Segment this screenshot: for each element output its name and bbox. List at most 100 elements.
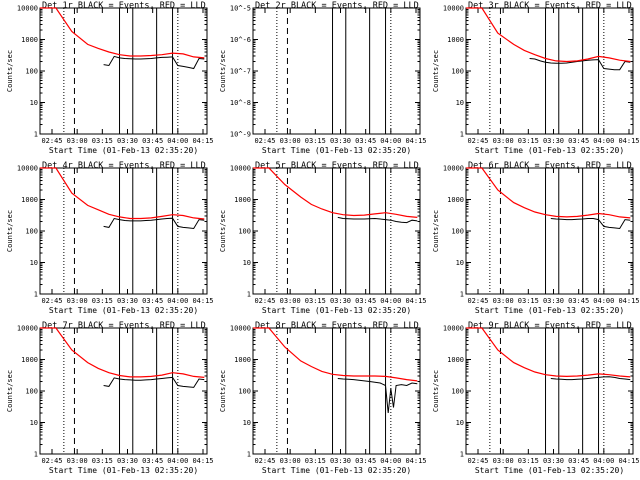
x-tick-label: 03:45 [355,297,376,305]
y-tick-label: 10 [243,419,251,427]
y-tick-label: 10000 [230,165,251,173]
x-tick-label: 02:45 [41,137,62,145]
x-tick-label: 04:15 [405,297,426,305]
y-tick-label: 100 [25,228,38,236]
lld-rate-line [253,167,418,218]
y-tick-label: 1 [460,291,464,299]
x-tick-label: 04:00 [167,137,188,145]
lld-rate-line [253,327,418,382]
x-axis-label: Start Time (01-Feb-13 02:35:20) [475,466,624,475]
detector-panel-7: 1 10 100 1000 10000 02:45 03:00 03:15 03:30 03:45… [6,321,214,475]
y-tick-label: 10 [243,259,251,267]
x-tick-label: 02:45 [467,457,488,465]
x-tick-label: 04:00 [593,457,614,465]
x-tick-label: 03:00 [280,457,301,465]
y-axis-label: Counts/sec [432,210,440,252]
x-tick-label: 03:30 [330,297,351,305]
x-tick-label: 04:00 [593,137,614,145]
plot-frame [465,167,634,295]
y-tick-label: 100 [25,388,38,396]
y-axis-label: Counts/sec [432,370,440,412]
plot-frame [465,7,634,135]
x-tick-label: 04:15 [192,457,213,465]
x-tick-label: 03:30 [330,457,351,465]
plot-frame [39,327,208,455]
plot-frame [465,327,634,455]
x-tick-label: 02:45 [41,297,62,305]
lld-rate-line [40,167,205,220]
y-tick-label: 10 [456,99,464,107]
y-tick-label: 10000 [17,5,38,13]
x-axis-label: Start Time (01-Feb-13 02:35:20) [262,466,411,475]
panel-title: Det 1r BLACK = Events, RED = LLD [42,1,206,11]
y-tick-label: 1 [460,451,464,459]
y-axis-label: Counts/sec [219,50,227,92]
x-tick-label: 03:30 [117,137,138,145]
x-tick-label: 04:15 [405,457,426,465]
x-tick-label: 03:45 [355,137,376,145]
x-tick-label: 02:45 [467,137,488,145]
x-tick-label: 03:45 [568,137,589,145]
y-axis-label: Counts/sec [6,50,14,92]
x-tick-label: 03:30 [543,297,564,305]
x-tick-label: 03:00 [67,297,88,305]
y-tick-label: 1 [247,291,251,299]
panel-title: Det 3r BLACK = Events, RED = LLD [468,1,632,11]
x-tick-label: 04:15 [192,137,213,145]
detector-panel-3: 1 10 100 1000 10000 02:45 03:00 03:15 03:30 03:45… [432,1,640,155]
x-tick-label: 03:00 [493,297,514,305]
x-tick-label: 03:45 [142,297,163,305]
x-tick-label: 03:45 [355,457,376,465]
x-tick-label: 03:15 [305,297,326,305]
y-tick-label: 100 [238,388,251,396]
y-tick-label: 1000 [21,36,38,44]
x-tick-label: 03:15 [518,457,539,465]
x-tick-label: 04:00 [380,297,401,305]
panel-title: Det 8r BLACK = Events, RED = LLD [255,321,419,331]
y-tick-label: 10^-6 [230,36,251,44]
y-tick-label: 100 [451,228,464,236]
y-tick-label: 1000 [447,356,464,364]
x-tick-label: 04:15 [618,137,639,145]
x-axis-label: Start Time (01-Feb-13 02:35:20) [475,306,624,315]
x-axis-label: Start Time (01-Feb-13 02:35:20) [262,146,411,155]
x-axis-label: Start Time (01-Feb-13 02:35:20) [475,146,624,155]
y-tick-label: 10000 [443,165,464,173]
x-tick-label: 04:15 [405,137,426,145]
y-tick-label: 1000 [447,36,464,44]
events-rate-line [337,378,418,414]
y-tick-label: 1000 [234,196,251,204]
x-tick-label: 03:00 [280,297,301,305]
plot-frame [39,167,208,295]
x-tick-label: 03:15 [305,457,326,465]
x-axis-label: Start Time (01-Feb-13 02:35:20) [49,466,198,475]
y-tick-label: 10000 [443,325,464,333]
y-tick-label: 10000 [443,5,464,13]
x-tick-label: 03:00 [493,457,514,465]
events-rate-line [529,58,631,71]
y-tick-label: 100 [25,68,38,76]
x-tick-label: 03:15 [518,137,539,145]
y-tick-label: 1000 [21,196,38,204]
panel-title: Det 2r BLACK = Events, RED = LLD [255,1,419,11]
x-tick-label: 03:15 [518,297,539,305]
y-tick-label: 1000 [234,356,251,364]
y-tick-label: 10^-8 [230,99,251,107]
x-tick-label: 03:45 [568,297,589,305]
x-tick-label: 02:45 [254,457,275,465]
y-tick-label: 10^-5 [230,5,251,13]
events-rate-line [103,217,205,230]
y-tick-label: 10000 [230,325,251,333]
y-axis-label: Counts/sec [6,210,14,252]
y-tick-label: 1 [460,131,464,139]
y-axis-label: Counts/sec [219,370,227,412]
y-tick-label: 10000 [17,165,38,173]
y-tick-label: 100 [451,388,464,396]
x-tick-label: 03:30 [117,297,138,305]
x-tick-label: 04:00 [167,457,188,465]
x-tick-label: 04:00 [167,297,188,305]
x-tick-label: 03:30 [543,137,564,145]
y-tick-label: 10 [456,419,464,427]
x-tick-label: 03:45 [568,457,589,465]
x-tick-label: 03:15 [305,137,326,145]
